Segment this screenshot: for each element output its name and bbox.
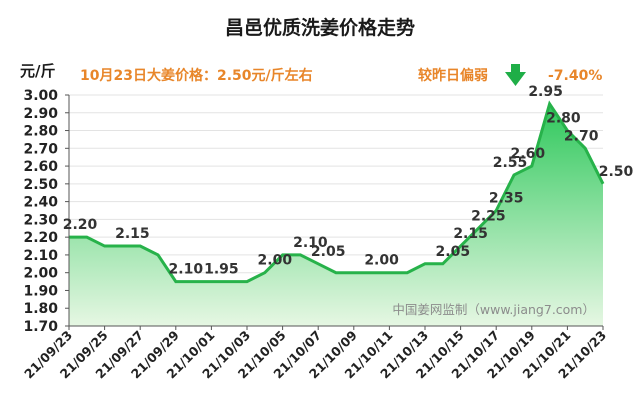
y-tick-label: 1.90 <box>23 283 58 299</box>
data-label: 2.05 <box>311 244 346 260</box>
data-label: 2.25 <box>471 208 506 224</box>
y-tick-label: 2.20 <box>23 230 58 246</box>
data-label: 2.60 <box>511 146 546 162</box>
y-tick-label: 2.50 <box>23 177 58 193</box>
data-label: 2.10 <box>293 235 328 251</box>
plot-area <box>68 95 605 327</box>
area-fill <box>69 103 603 326</box>
data-label: 2.95 <box>528 84 563 100</box>
price-annotation: 10月23日大姜价格：2.50元/斤左右 <box>80 67 313 84</box>
data-label: 2.70 <box>564 128 599 144</box>
data-label: 2.00 <box>258 253 293 269</box>
y-tick-label: 2.70 <box>23 141 58 157</box>
y-tick-label: 2.40 <box>23 195 58 211</box>
change-value: -7.40% <box>548 68 602 84</box>
y-tick-label: 1.80 <box>23 301 58 317</box>
data-label: 2.80 <box>546 111 581 127</box>
y-tick-label: 2.90 <box>23 106 58 122</box>
data-label: 2.00 <box>364 253 399 269</box>
x-axis-ticks: 21/09/2321/09/2521/09/2721/09/2921/10/01… <box>21 326 609 381</box>
data-label: 2.15 <box>115 226 150 242</box>
chart-title: 昌邑优质洗姜价格走势 <box>225 16 415 39</box>
y-tick-label: 1.70 <box>23 319 58 335</box>
data-label: 2.50 <box>599 164 634 180</box>
y-axis-ticks: 3.00 2.90 2.802.70 2.60 2.50 2.402.30 2.20 2.10… <box>23 88 69 335</box>
y-tick-label: 3.00 <box>23 88 58 104</box>
down-arrow-icon <box>505 64 526 86</box>
watermark: 中国姜网监制（www.jiang7.com） <box>392 302 595 317</box>
y-tick-label: 2.30 <box>23 212 58 228</box>
change-label: 较昨日偏弱 <box>418 67 488 84</box>
y-tick-label: 2.00 <box>23 266 58 282</box>
data-label: 2.55 <box>493 155 528 171</box>
data-label: 2.15 <box>453 226 488 242</box>
data-label: 2.20 <box>63 217 98 233</box>
y-axis-unit: 元/斤 <box>20 62 55 80</box>
y-tick-label: 2.10 <box>23 248 58 264</box>
y-tick-label: 2.60 <box>23 159 58 175</box>
price-line <box>69 100 605 284</box>
data-label: 2.10 <box>169 262 204 278</box>
data-label: 2.35 <box>489 191 524 207</box>
y-tick-label: 2.80 <box>23 124 58 140</box>
data-label: 2.05 <box>436 244 471 260</box>
data-label: 1.95 <box>204 262 239 278</box>
data-labels: 2.202.152.10 1.952.002.102.052.002.052.15… <box>63 84 634 278</box>
